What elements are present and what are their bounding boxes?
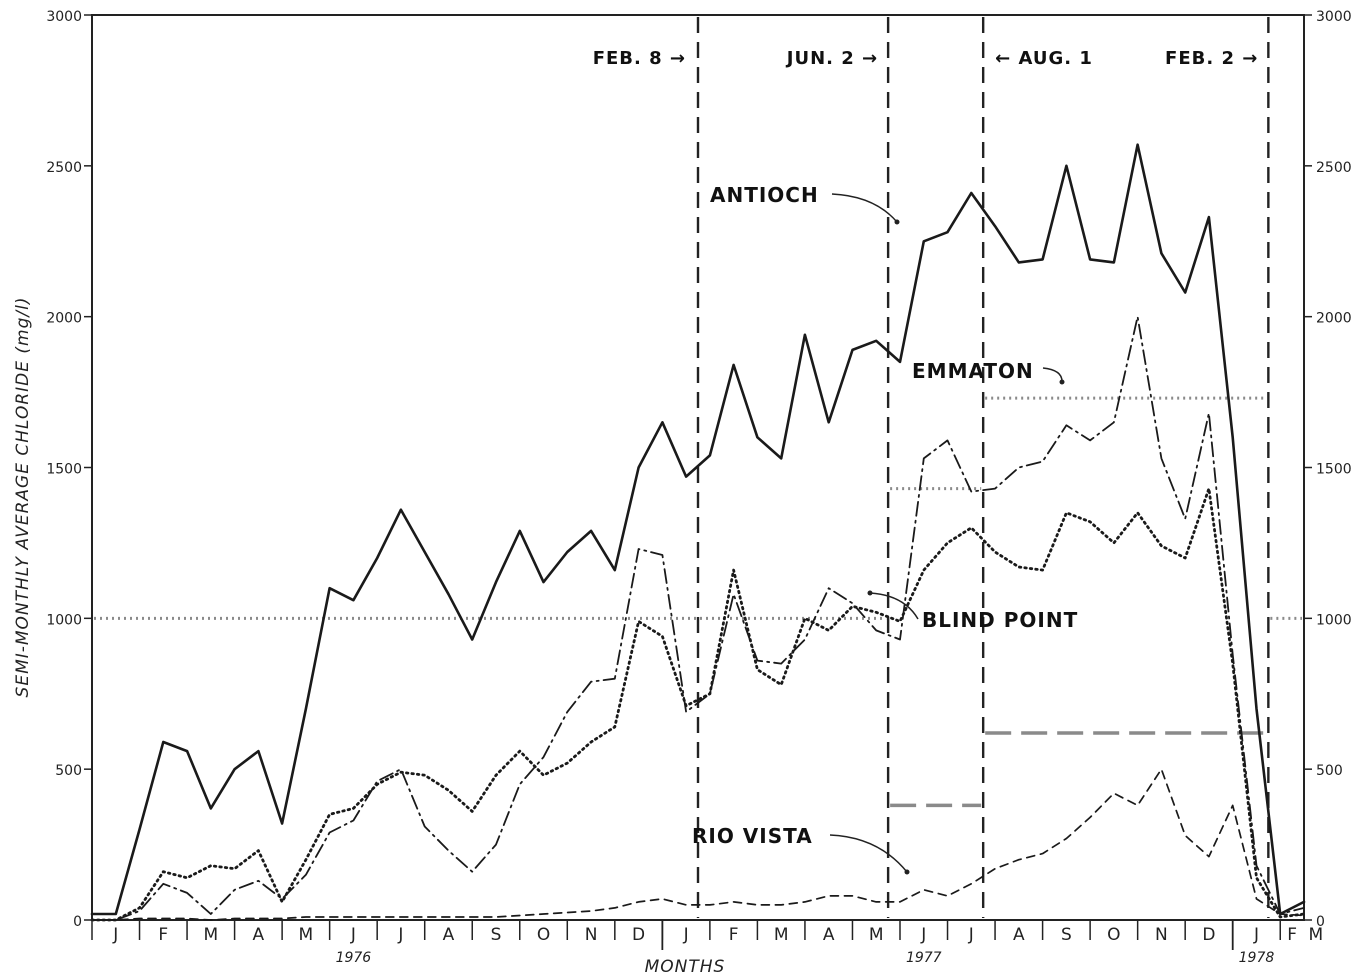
month-label-27: M <box>1309 925 1324 945</box>
month-label-8: A <box>443 925 455 945</box>
series-label-blind-point: BLIND POINT <box>922 608 1078 632</box>
month-label-21: S <box>1061 925 1072 945</box>
series-label-antioch: ANTIOCH <box>710 183 819 207</box>
leader-line-blind-point <box>869 592 919 620</box>
ytick-label-right-500: 500 <box>1316 763 1343 779</box>
year-label-1977: 1977 <box>906 950 942 966</box>
month-label-1: J <box>112 925 118 945</box>
event-label-1: FEB. 8 → <box>593 48 686 69</box>
event-label-2: JUN. 2 → <box>785 48 878 69</box>
month-label-12: D <box>632 925 645 945</box>
month-label-2: F <box>158 925 168 945</box>
series-line-rio-vista <box>91 768 1305 921</box>
ytick-label-left-2000: 2000 <box>46 311 82 327</box>
month-label-10: O <box>537 925 550 945</box>
ytick-label-right-1000: 1000 <box>1316 612 1352 628</box>
month-label-13: J <box>683 925 689 945</box>
series-line-emmaton <box>91 315 1305 921</box>
ytick-label-left-500: 500 <box>55 763 82 779</box>
month-label-11: N <box>585 925 598 945</box>
standards-layer <box>94 396 1302 808</box>
ytick-label-right-2000: 2000 <box>1316 311 1352 327</box>
month-label-16: A <box>823 925 835 945</box>
ytick-label-left-1500: 1500 <box>46 462 82 478</box>
ytick-label-right-2500: 2500 <box>1316 160 1352 176</box>
series-layer <box>90 143 1306 922</box>
month-label-19: J <box>968 925 974 945</box>
event-label-4: FEB. 2 → <box>1165 48 1258 69</box>
month-label-6: J <box>350 925 356 945</box>
year-label-1976: 1976 <box>336 950 372 966</box>
series-label-emmaton: EMMATON <box>912 359 1034 383</box>
month-label-23: N <box>1155 925 1168 945</box>
y-axis-label: SEMI-MONTHLY AVERAGE CHLORIDE (mg/l) <box>13 297 33 698</box>
leader-arrowhead-blind-point <box>867 590 873 596</box>
series-line-antioch <box>90 143 1306 916</box>
ytick-label-left-1000: 1000 <box>46 612 82 628</box>
x-axis-label: MONTHS <box>645 957 726 977</box>
ytick-label-right-0: 0 <box>1316 914 1325 930</box>
month-label-17: M <box>869 925 884 945</box>
month-label-24: D <box>1202 925 1215 945</box>
series-labels-layer: ANTIOCH EMMATON BLIND POINT RIO VISTA <box>692 183 1078 875</box>
leader-arrowhead-emmaton <box>1059 379 1065 385</box>
month-label-26: F <box>1287 925 1297 945</box>
leader-line-antioch <box>831 193 898 223</box>
ytick-label-left-2500: 2500 <box>46 160 82 176</box>
ytick-label-right-3000: 3000 <box>1316 9 1352 25</box>
month-label-15: M <box>774 925 789 945</box>
year-label-1978: 1978 <box>1239 950 1275 966</box>
month-label-9: S <box>491 925 502 945</box>
month-label-3: M <box>203 925 218 945</box>
month-label-7: J <box>397 925 403 945</box>
month-label-18: J <box>920 925 926 945</box>
leader-line-rio-vista <box>829 834 908 873</box>
ytick-label-right-1500: 1500 <box>1316 462 1352 478</box>
series-line-blind-point <box>90 487 1306 922</box>
month-label-4: A <box>253 925 265 945</box>
series-label-rio-vista: RIO VISTA <box>692 824 813 848</box>
leader-arrowhead-antioch <box>894 219 900 225</box>
events-layer: FEB. 8 → JUN. 2 → ← AUG. 1 FEB. 2 → <box>593 17 1270 918</box>
month-label-25: J <box>1253 925 1259 945</box>
event-label-3: ← AUG. 1 <box>995 48 1093 69</box>
axes-layer: 0 0 500 500 1000 1000 1500 1500 2000 2000 2500 2500… <box>46 9 1351 966</box>
leader-arrowhead-rio-vista <box>904 869 910 875</box>
month-label-14: F <box>729 925 739 945</box>
ytick-label-left-3000: 3000 <box>46 9 82 25</box>
month-label-22: O <box>1107 925 1120 945</box>
ytick-label-left-0: 0 <box>73 914 82 930</box>
month-label-5: M <box>299 925 314 945</box>
leader-line-emmaton <box>1042 367 1063 383</box>
month-label-20: A <box>1013 925 1025 945</box>
